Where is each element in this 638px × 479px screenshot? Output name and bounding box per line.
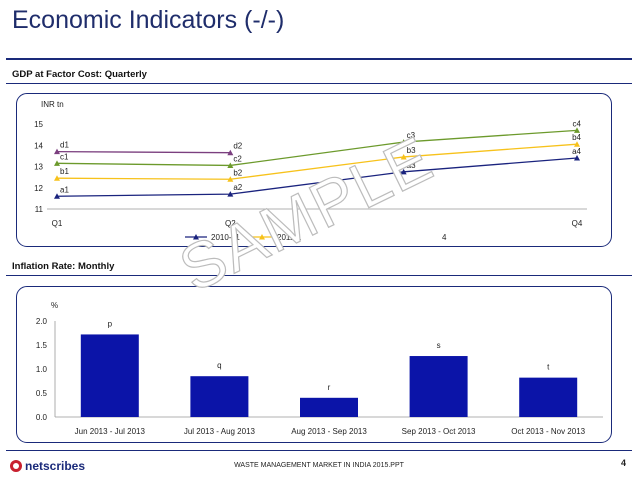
data-label: b1 xyxy=(60,167,69,176)
data-label: r xyxy=(328,383,331,392)
legend-marker xyxy=(259,234,265,240)
data-label: a3 xyxy=(407,161,416,170)
gdp-line-chart: INR tn 11 12 13 14 15 Q1 Q2 Q4 a1 a2 a3 a4 b1 b2 b3 b4 c1… xyxy=(34,100,587,242)
series-line xyxy=(56,143,578,180)
data-label: a1 xyxy=(60,185,69,194)
y-tick-label: 14 xyxy=(34,141,43,150)
data-point xyxy=(54,148,60,155)
y-tick-label: 1.0 xyxy=(36,365,48,374)
series-line xyxy=(56,150,231,154)
data-label: c2 xyxy=(233,154,242,163)
y-tick-label: 11 xyxy=(35,205,44,214)
series-line xyxy=(56,157,578,197)
data-point xyxy=(574,155,580,161)
data-point xyxy=(400,168,407,175)
data-point xyxy=(400,153,407,160)
x-tick-label: Sep 2013 - Oct 2013 xyxy=(402,427,476,436)
gdp-chart-panel: INR tn 11 12 13 14 15 Q1 Q2 Q4 a1 a2 a3 a4 b1 b2 b3 b4 c1… xyxy=(16,93,612,247)
legend-entry: 2010-11 xyxy=(211,233,240,242)
legend-entry: 2011-1 xyxy=(277,233,302,242)
y-axis-label: INR tn xyxy=(41,100,64,109)
inflation-section-rule xyxy=(6,275,632,276)
y-tick-label: 0.0 xyxy=(36,413,48,422)
data-label: b4 xyxy=(572,133,581,142)
bar xyxy=(190,376,249,417)
x-tick-label: Jun 2013 - Jul 2013 xyxy=(75,427,146,436)
footer-rule xyxy=(6,450,632,451)
data-label: b3 xyxy=(407,146,416,155)
inflation-chart-panel: % 0.0 0.5 1.0 1.5 2.0 p Jun 2013 - Jul 2013 q Jul… xyxy=(16,286,612,443)
data-label: d2 xyxy=(233,142,242,151)
data-label: b2 xyxy=(233,168,242,177)
y-tick-label: 15 xyxy=(34,120,43,129)
data-point xyxy=(574,141,580,147)
bar xyxy=(519,377,578,417)
legend-marker xyxy=(193,234,199,240)
data-point xyxy=(227,162,234,168)
series-line xyxy=(56,129,578,167)
data-label: t xyxy=(547,363,550,372)
y-tick-label: 2.0 xyxy=(36,317,48,326)
y-axis-label: % xyxy=(51,301,58,310)
data-point xyxy=(400,139,407,145)
netscribes-logo: netscribes xyxy=(10,459,85,473)
x-tick-label: Q2 xyxy=(225,219,236,228)
logo-text: netscribes xyxy=(25,459,85,473)
data-label: p xyxy=(108,319,113,328)
x-tick-label: Aug 2013 - Sep 2013 xyxy=(291,427,367,436)
footer-text: WASTE MANAGEMENT MARKET IN INDIA 2015.PP… xyxy=(234,462,404,469)
inflation-bar-chart: % 0.0 0.5 1.0 1.5 2.0 p Jun 2013 - Jul 2013 q Jul… xyxy=(36,301,603,436)
y-tick-label: 12 xyxy=(34,184,43,193)
x-tick-label: Q1 xyxy=(52,219,63,228)
legend-entry: 4 xyxy=(442,233,447,242)
data-point xyxy=(227,176,234,182)
data-label: q xyxy=(217,361,221,370)
data-label: a4 xyxy=(572,147,581,156)
data-label: c4 xyxy=(573,119,582,128)
data-label: c1 xyxy=(60,152,69,161)
data-label: c3 xyxy=(407,131,416,140)
x-tick-label: Oct 2013 - Nov 2013 xyxy=(511,427,585,436)
data-point xyxy=(227,191,234,197)
data-point xyxy=(227,149,234,156)
bar xyxy=(80,334,139,417)
x-tick-label: Q4 xyxy=(572,219,583,228)
page-number: 4 xyxy=(620,458,626,468)
page-title: Economic Indicators (-/-) xyxy=(12,6,285,34)
gdp-section-title: GDP at Factor Cost: Quarterly xyxy=(12,69,147,80)
data-point xyxy=(54,193,60,199)
bar xyxy=(409,356,468,417)
y-tick-label: 13 xyxy=(34,163,43,172)
data-point xyxy=(54,160,60,166)
gdp-section-rule xyxy=(6,83,632,84)
data-point xyxy=(54,175,60,181)
y-tick-label: 1.5 xyxy=(36,341,48,350)
inflation-section-title: Inflation Rate: Monthly xyxy=(12,261,115,272)
title-underline xyxy=(6,58,632,60)
y-tick-label: 0.5 xyxy=(36,389,48,398)
data-label: d1 xyxy=(60,141,69,150)
data-label: a2 xyxy=(233,183,242,192)
bar xyxy=(300,397,358,417)
x-tick-label: Jul 2013 - Aug 2013 xyxy=(184,427,256,436)
data-label: s xyxy=(437,341,441,350)
data-point xyxy=(574,127,580,133)
